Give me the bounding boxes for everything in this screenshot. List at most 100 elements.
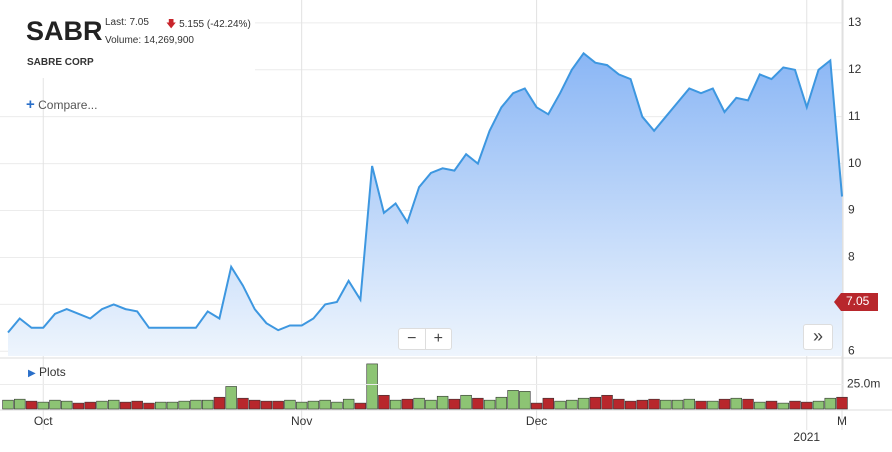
x-tick-label: Oct xyxy=(34,414,53,428)
volume-bar xyxy=(718,398,731,410)
volume-bar xyxy=(730,397,742,410)
volume-bar xyxy=(366,363,378,410)
volume-bar xyxy=(25,400,38,410)
change-quote: 🡇 5.155 (-42.24%) xyxy=(166,17,251,34)
volume-bar xyxy=(14,398,26,410)
volume-bar xyxy=(436,395,449,410)
volume-bar xyxy=(507,390,519,410)
company-name: SABRE CORP xyxy=(27,57,94,68)
down-arrow: 🡇 xyxy=(166,19,177,30)
volume-bar xyxy=(2,399,14,410)
volume-bar xyxy=(765,400,778,410)
volume-bar xyxy=(742,398,754,410)
volume-bar xyxy=(824,397,836,410)
last-price-tag xyxy=(834,293,878,312)
price-line xyxy=(7,51,843,334)
volume-bar xyxy=(789,400,801,410)
volume-bar xyxy=(143,402,155,410)
volume-bar xyxy=(190,399,202,410)
volume-bar xyxy=(566,399,578,410)
volume-quote: Volume: 14,269,900 xyxy=(105,35,194,46)
x-tick-label: M xyxy=(837,414,847,428)
volume-bar xyxy=(354,402,367,410)
volume-bar xyxy=(460,394,472,410)
y-tick-label: 12 xyxy=(848,62,862,76)
volume-bar xyxy=(801,401,813,410)
volume-bar xyxy=(72,402,85,410)
volume-bar xyxy=(307,400,320,410)
volume-bar xyxy=(836,396,848,410)
volume-bar xyxy=(260,400,273,410)
volume-bar xyxy=(248,399,261,410)
y-tick-label: 11 xyxy=(848,109,861,123)
x-tick-label: Dec xyxy=(526,414,547,428)
compare-button[interactable]: + Compare... xyxy=(26,96,97,113)
volume-bar xyxy=(272,400,284,410)
volume-bar xyxy=(119,401,132,410)
ticker: SABR xyxy=(26,16,103,46)
volume-bar xyxy=(671,399,684,410)
volume-tick-label: 25.0m xyxy=(847,377,880,391)
volume-bar xyxy=(295,401,308,410)
volume-bar xyxy=(683,398,695,410)
plots-button[interactable]: ▶ Plots xyxy=(28,365,66,379)
volume-bar xyxy=(707,400,719,410)
volume-bar xyxy=(225,386,237,410)
play-icon: ▶ xyxy=(28,368,36,379)
volume-bar xyxy=(401,398,414,410)
change-text: 5.155 (-42.24%) xyxy=(179,19,251,30)
zoom-controls: − + xyxy=(398,328,452,350)
x-tick-label: Nov xyxy=(291,414,312,428)
volume-bar xyxy=(660,399,672,410)
last-quote: Last: 7.05 xyxy=(105,17,149,28)
volume-bar xyxy=(201,399,214,410)
volume-bar xyxy=(648,398,660,410)
volume-bar xyxy=(636,399,649,410)
volume-bar xyxy=(178,400,190,410)
volume-bar xyxy=(342,398,355,410)
zoom-in[interactable]: + xyxy=(433,330,443,347)
header-panel xyxy=(0,0,255,78)
volume-bar xyxy=(166,401,179,410)
volume-bar xyxy=(589,396,602,410)
volume-bar xyxy=(61,400,73,410)
volume-bar xyxy=(389,399,402,410)
compare-text: Compare... xyxy=(38,98,98,112)
volume-bar xyxy=(155,401,167,410)
volume-bar xyxy=(542,397,555,410)
volume-bar xyxy=(624,400,637,410)
volume-bar xyxy=(577,397,590,410)
volume-bar xyxy=(413,397,425,410)
volume-bar xyxy=(483,399,496,410)
volume-bar xyxy=(530,402,543,410)
volume-bar xyxy=(812,400,825,410)
y-tick-label: 9 xyxy=(848,203,855,217)
volume-bar xyxy=(519,391,531,410)
price-area xyxy=(8,53,842,357)
volume-bar xyxy=(613,398,625,410)
scroll-forward[interactable]: » xyxy=(803,324,833,350)
volume-bar xyxy=(448,398,461,410)
volume-bar xyxy=(754,401,766,410)
volume-bar xyxy=(472,397,484,410)
y-tick-label: 13 xyxy=(848,15,862,29)
plus-icon: + xyxy=(26,96,35,113)
volume-bar xyxy=(37,401,49,410)
volume-bar xyxy=(495,396,508,410)
zoom-out[interactable]: − xyxy=(399,329,426,349)
volume-bar xyxy=(425,399,437,410)
volume-bar xyxy=(695,400,707,410)
volume-bar xyxy=(49,399,61,410)
volume-bar xyxy=(378,394,390,410)
volume-bar xyxy=(777,402,789,410)
plots-text: Plots xyxy=(39,365,66,379)
volume-bar xyxy=(284,399,296,410)
volume-bar xyxy=(213,396,226,410)
volume-bar xyxy=(237,397,249,410)
volume-bar xyxy=(96,400,108,410)
volume-bar xyxy=(601,394,613,410)
volume-bar xyxy=(84,401,96,410)
volume-bar xyxy=(108,399,120,410)
